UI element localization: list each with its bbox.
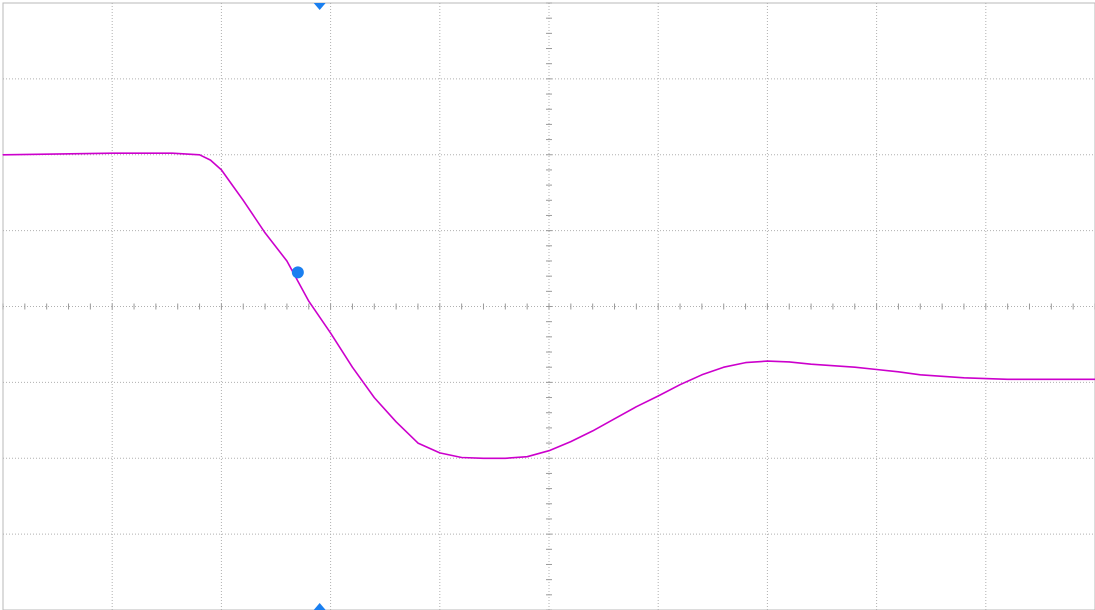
- trace-sample-point: [482, 457, 485, 459]
- trace-sample-point: [635, 406, 637, 408]
- trace-sample-point: [985, 377, 987, 380]
- trace-sample-point: [351, 366, 354, 368]
- trace-sample-point: [286, 260, 288, 262]
- trace-sample-point: [171, 152, 173, 154]
- trace-sample-point: [198, 154, 201, 156]
- trace-sample-point: [701, 374, 703, 376]
- trace-sample-point: [613, 418, 616, 420]
- trace-sample-point: [1072, 378, 1074, 380]
- trace-sample-point: [592, 430, 594, 432]
- trace-sample-point: [876, 368, 878, 371]
- trace-sample-point: [570, 440, 572, 443]
- trace-sample-point: [723, 366, 725, 368]
- trace-sample-point: [744, 362, 747, 364]
- trace-sample-point: [679, 384, 681, 386]
- trace-sample-point: [766, 360, 769, 362]
- trace-sample-point: [1028, 378, 1031, 380]
- trace-sample-point: [220, 169, 222, 171]
- trace-sample-point: [111, 152, 113, 154]
- trace-sample-point: [417, 442, 419, 444]
- trace-sample-point: [439, 452, 441, 454]
- trace-sample-point: [832, 365, 834, 367]
- trace-sample-point: [788, 361, 790, 363]
- trace-sample-point: [810, 363, 812, 365]
- trigger-marker-top-icon: [313, 3, 326, 10]
- waveform-trace-layer: [2, 152, 1095, 460]
- trace-sample-point: [461, 456, 463, 459]
- cursor-point-marker: [291, 266, 304, 279]
- trace-sample-point: [1050, 378, 1052, 380]
- trace-sample-point: [657, 395, 659, 397]
- trace-sample-point: [963, 377, 965, 379]
- trace-sample-point: [308, 300, 310, 302]
- trace-sample-point: [330, 332, 332, 334]
- trace-sample-point: [941, 375, 943, 377]
- trace-sample-point: [548, 450, 550, 452]
- trace-sample-point: [209, 159, 212, 161]
- marker-layer: [291, 3, 326, 610]
- trace-sample-point: [242, 199, 244, 201]
- trace-sample-point: [264, 232, 266, 234]
- trace-sample-point: [373, 396, 375, 399]
- trace-sample-point: [231, 184, 233, 186]
- trace-sample-point: [526, 456, 528, 458]
- trace-sample-point: [395, 421, 397, 423]
- trace-sample-point: [2, 154, 4, 156]
- trigger-marker-bottom-icon: [313, 603, 326, 610]
- trace-sample-point: [919, 374, 921, 376]
- trace-sample-point: [854, 366, 856, 368]
- trace-sample-point: [1007, 378, 1009, 380]
- trace-sample-point: [504, 457, 506, 459]
- trace-sample-point: [897, 371, 900, 373]
